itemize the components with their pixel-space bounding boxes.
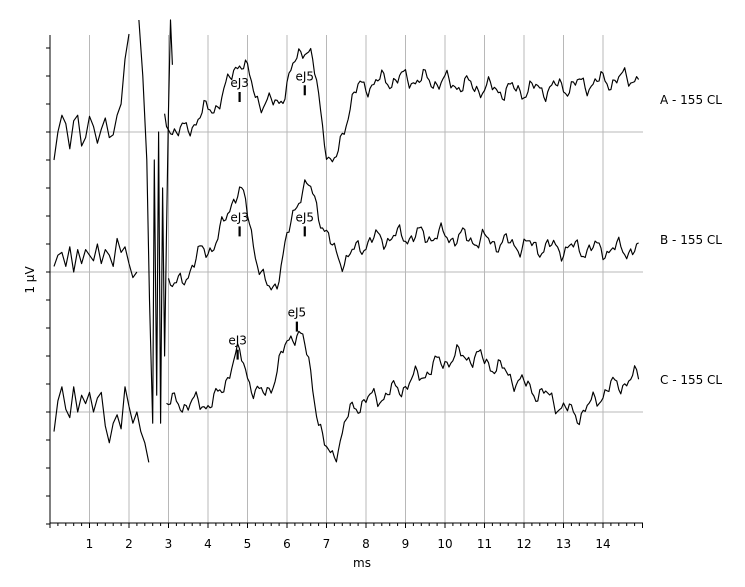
x-tick-label: 1	[86, 537, 94, 551]
x-tick-label: 11	[477, 537, 492, 551]
peak-label-2-1: eJ3	[230, 210, 249, 224]
y-axis-label: 1 µV	[23, 266, 37, 294]
peak-label-3-1: eJ3	[228, 334, 247, 348]
trace-1-early	[53, 33, 130, 161]
x-tick-label: 14	[595, 537, 610, 551]
x-tick-label: 2	[125, 537, 133, 551]
x-tick-label: 8	[362, 537, 370, 551]
trace-1-main	[164, 47, 640, 163]
series-label-3: C - 155 CL	[660, 373, 722, 387]
series-label-2: B - 155 CL	[660, 233, 722, 247]
x-tick-label: 6	[283, 537, 291, 551]
x-axis-label: ms	[353, 556, 371, 570]
axis-layer	[49, 35, 643, 524]
trace-2-early	[53, 237, 138, 279]
x-tick-label: 9	[402, 537, 410, 551]
stimulus-artifact	[138, 19, 173, 424]
x-tick-label: 7	[323, 537, 331, 551]
peak-label-2-2: eJ5	[295, 210, 314, 224]
grid-layer	[50, 35, 643, 523]
peak-label-1-2: eJ5	[295, 69, 314, 83]
x-tick-label: 10	[437, 537, 452, 551]
trace-2-main	[167, 179, 639, 291]
x-tick-label: 5	[244, 537, 252, 551]
x-tick-label: 13	[556, 537, 571, 551]
x-tick-label: 3	[165, 537, 173, 551]
peak-label-3-2: eJ5	[288, 306, 307, 320]
tick-layer: 1 2 3 4 5 6 7 8 9 10 11 12 13 14	[46, 47, 643, 551]
x-tick-label: 4	[204, 537, 212, 551]
label-layer: ms 1 µV	[23, 266, 371, 570]
stimulus-artifact-layer	[138, 19, 173, 424]
trace-3-main	[166, 330, 640, 463]
trace-3-early	[53, 386, 150, 463]
peak-label-1-1: eJ3	[230, 76, 249, 90]
series-label-1: A - 155 CL	[660, 93, 722, 107]
peak-layer: eJ3 eJ5 eJ3 eJ5 eJ3 eJ5	[228, 69, 314, 360]
trace-layer: A - 155 CL B - 155 CL C - 155 CL	[53, 33, 722, 463]
x-tick-label: 12	[516, 537, 531, 551]
